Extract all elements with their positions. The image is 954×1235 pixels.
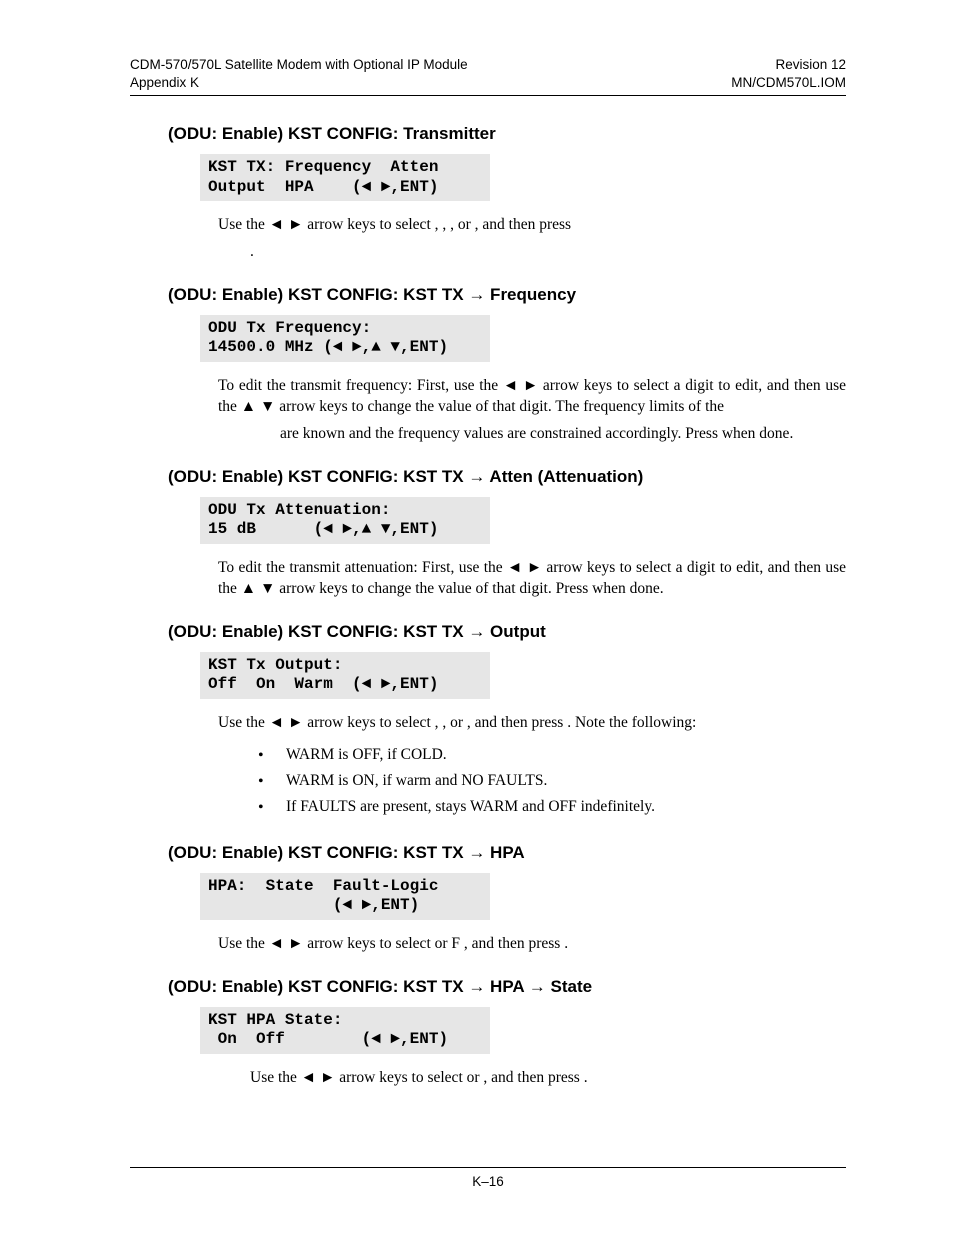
bullet-item: WARM is OFF, if COLD.	[258, 742, 846, 768]
header-left-line1: CDM-570/570L Satellite Modem with Option…	[130, 56, 468, 74]
para-atten: To edit the transmit attenuation: First,…	[218, 558, 846, 600]
header-right-line2: MN/CDM570L.IOM	[731, 74, 846, 92]
para-output: Use the ◄ ► arrow keys to select , , or …	[218, 713, 846, 734]
section-heading-atten: (ODU: Enable) KST CONFIG: KST TX → Atten…	[168, 467, 846, 487]
page: CDM-570/570L Satellite Modem with Option…	[0, 0, 954, 1235]
header-rule	[130, 95, 846, 96]
page-footer: K–16	[130, 1167, 846, 1189]
section-heading-transmitter: (ODU: Enable) KST CONFIG: Transmitter	[168, 124, 846, 144]
para-frequency: To edit the transmit frequency: First, u…	[218, 376, 846, 418]
bullet-item: If FAULTS are present, stays WARM and OF…	[258, 794, 846, 820]
header-left: CDM-570/570L Satellite Modem with Option…	[130, 56, 468, 91]
lcd-display-output: KST Tx Output: Off On Warm (◄ ►,ENT)	[200, 652, 490, 699]
header-left-line2: Appendix K	[130, 74, 468, 92]
para-transmitter: Use the ◄ ► arrow keys to select , , , o…	[218, 215, 846, 236]
content: (ODU: Enable) KST CONFIG: Transmitter KS…	[130, 124, 846, 1088]
footer-rule	[130, 1167, 846, 1168]
section-heading-frequency: (ODU: Enable) KST CONFIG: KST TX → Frequ…	[168, 285, 846, 305]
section-heading-hpa-state: (ODU: Enable) KST CONFIG: KST TX → HPA →…	[168, 977, 846, 997]
header-right-line1: Revision 12	[731, 56, 846, 74]
bullet-item: WARM is ON, if warm and NO FAULTS.	[258, 768, 846, 794]
para-transmitter-2: .	[250, 242, 846, 263]
lcd-display-hpa: HPA: State Fault-Logic (◄ ►,ENT)	[200, 873, 490, 920]
para-frequency-2: are known and the frequency values are c…	[280, 424, 846, 445]
page-number: K–16	[130, 1174, 846, 1189]
para-hpa-state: Use the ◄ ► arrow keys to select or , an…	[250, 1068, 846, 1089]
lcd-display-frequency: ODU Tx Frequency: 14500.0 MHz (◄ ►,▲ ▼,E…	[200, 315, 490, 362]
page-header: CDM-570/570L Satellite Modem with Option…	[130, 56, 846, 91]
section-heading-output: (ODU: Enable) KST CONFIG: KST TX → Outpu…	[168, 622, 846, 642]
para-hpa: Use the ◄ ► arrow keys to select or F , …	[218, 934, 846, 955]
lcd-display-hpa-state: KST HPA State: On Off (◄ ►,ENT)	[200, 1007, 490, 1054]
header-right: Revision 12 MN/CDM570L.IOM	[731, 56, 846, 91]
bullet-list-output: WARM is OFF, if COLD. WARM is ON, if war…	[258, 742, 846, 821]
lcd-display-atten: ODU Tx Attenuation: 15 dB (◄ ►,▲ ▼,ENT)	[200, 497, 490, 544]
section-heading-hpa: (ODU: Enable) KST CONFIG: KST TX → HPA	[168, 843, 846, 863]
lcd-display-transmitter: KST TX: Frequency Atten Output HPA (◄ ►,…	[200, 154, 490, 201]
